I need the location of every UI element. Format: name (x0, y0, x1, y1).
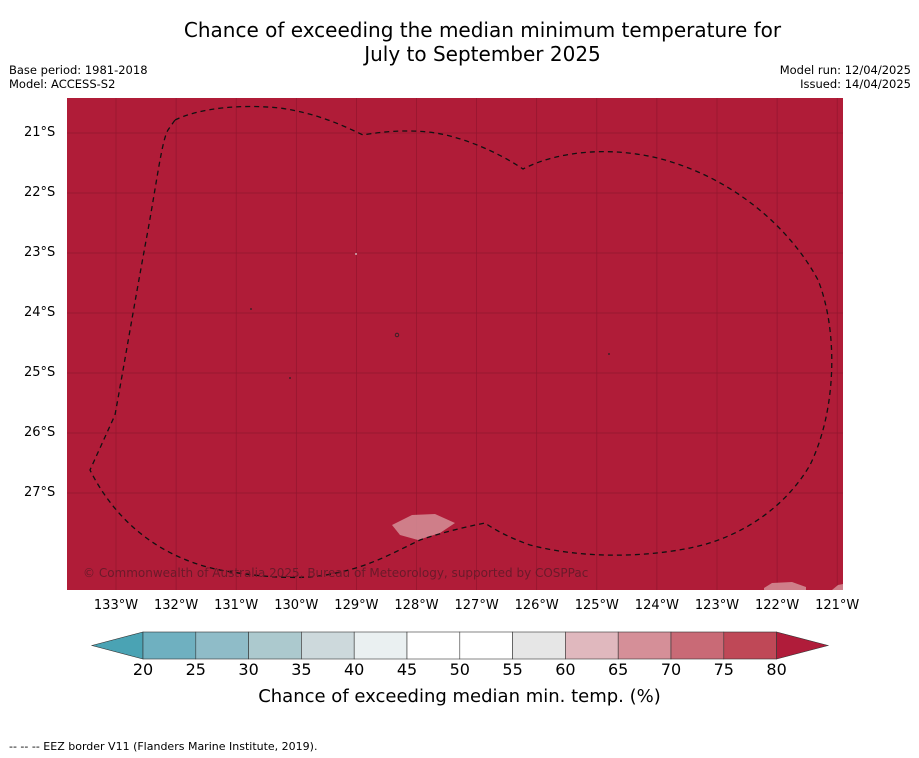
colorbar-segment (565, 631, 619, 660)
colorbar-segment (248, 631, 302, 660)
colorbar-extend-low (90, 631, 144, 660)
probability-patch (832, 584, 843, 590)
latitude-label: 22°S (24, 185, 56, 200)
latitude-label: 21°S (24, 125, 56, 140)
colorbar-segment (459, 631, 513, 660)
model-info-right: Model run: 12/04/2025 Issued: 14/04/2025 (780, 63, 911, 91)
colorbar-tick-label: 55 (502, 660, 523, 679)
model-text: Model: ACCESS-S2 (9, 77, 116, 91)
longitude-label: 132°W (154, 598, 199, 613)
issued-text: Issued: 14/04/2025 (800, 77, 911, 91)
model-run-text: Model run: 12/04/2025 (779, 63, 911, 77)
colorbar-label: Chance of exceeding median min. temp. (%… (258, 686, 661, 707)
longitude-label: 124°W (634, 598, 679, 613)
map-gridlines (67, 98, 843, 590)
colorbar-tick-label: 75 (713, 660, 734, 679)
colorbar-segment (353, 631, 408, 660)
colorbar-extend-high (776, 631, 830, 660)
colorbar-tick-label: 70 (660, 660, 682, 679)
colorbar (90, 631, 830, 660)
longitude-label: 128°W (394, 598, 439, 613)
chart-title: Chance of exceeding the median minimum t… (0, 18, 919, 66)
colorbar-segment (670, 631, 725, 660)
map-area (67, 98, 843, 590)
colorbar-segment (723, 631, 777, 660)
colorbar-segment (142, 631, 197, 660)
colorbar-segment (301, 631, 355, 660)
colorbar-tick-label: 25 (185, 660, 206, 679)
latitude-label: 23°S (24, 245, 56, 260)
colorbar-tick-label: 40 (344, 660, 365, 679)
copyright-text: © Commonwealth of Australia 2025, Bureau… (83, 566, 589, 580)
longitude-label: 129°W (334, 598, 379, 613)
island (250, 308, 252, 310)
latitude-label: 24°S (24, 305, 56, 320)
colorbar-tick-label: 30 (238, 660, 259, 679)
colorbar-tick-label: 35 (291, 660, 312, 679)
longitude-label: 126°W (514, 598, 559, 613)
longitude-label: 122°W (755, 598, 800, 613)
latitude-label: 25°S (24, 365, 56, 380)
probability-patch (764, 582, 806, 590)
island (394, 332, 400, 338)
colorbar-tick-label: 80 (766, 660, 787, 679)
latitude-label: 26°S (24, 425, 56, 440)
latitude-label: 27°S (24, 485, 56, 500)
model-info-left: Base period: 1981-2018 Model: ACCESS-S2 (9, 63, 148, 91)
title-line-2: July to September 2025 (364, 42, 601, 66)
longitude-label: 121°W (815, 598, 860, 613)
title-line-1: Chance of exceeding the median minimum t… (183, 18, 782, 42)
longitude-label: 125°W (574, 598, 619, 613)
base-period-text: Base period: 1981-2018 (9, 63, 148, 77)
island (289, 377, 291, 379)
longitude-label: 133°W (93, 598, 139, 613)
eez-footnote: -- -- -- EEZ border V11 (Flanders Marine… (9, 740, 318, 753)
colorbar-tick-label: 50 (449, 660, 470, 679)
eez-border (89, 105, 833, 579)
island (608, 353, 610, 355)
longitude-label: 131°W (214, 598, 259, 613)
longitude-label: 127°W (454, 598, 499, 613)
colorbar-segment (406, 631, 461, 660)
colorbar-segment (617, 631, 672, 660)
colorbar-segment (512, 631, 566, 660)
probability-patch (392, 514, 455, 540)
longitude-label: 123°W (694, 598, 740, 613)
colorbar-tick-label: 20 (132, 660, 154, 679)
colorbar-tick-label: 65 (608, 660, 629, 679)
colorbar-tick-label: 60 (555, 660, 576, 679)
longitude-label: 130°W (274, 598, 319, 613)
colorbar-segment (195, 631, 249, 660)
island (355, 253, 357, 255)
colorbar-tick-label: 45 (396, 660, 418, 679)
